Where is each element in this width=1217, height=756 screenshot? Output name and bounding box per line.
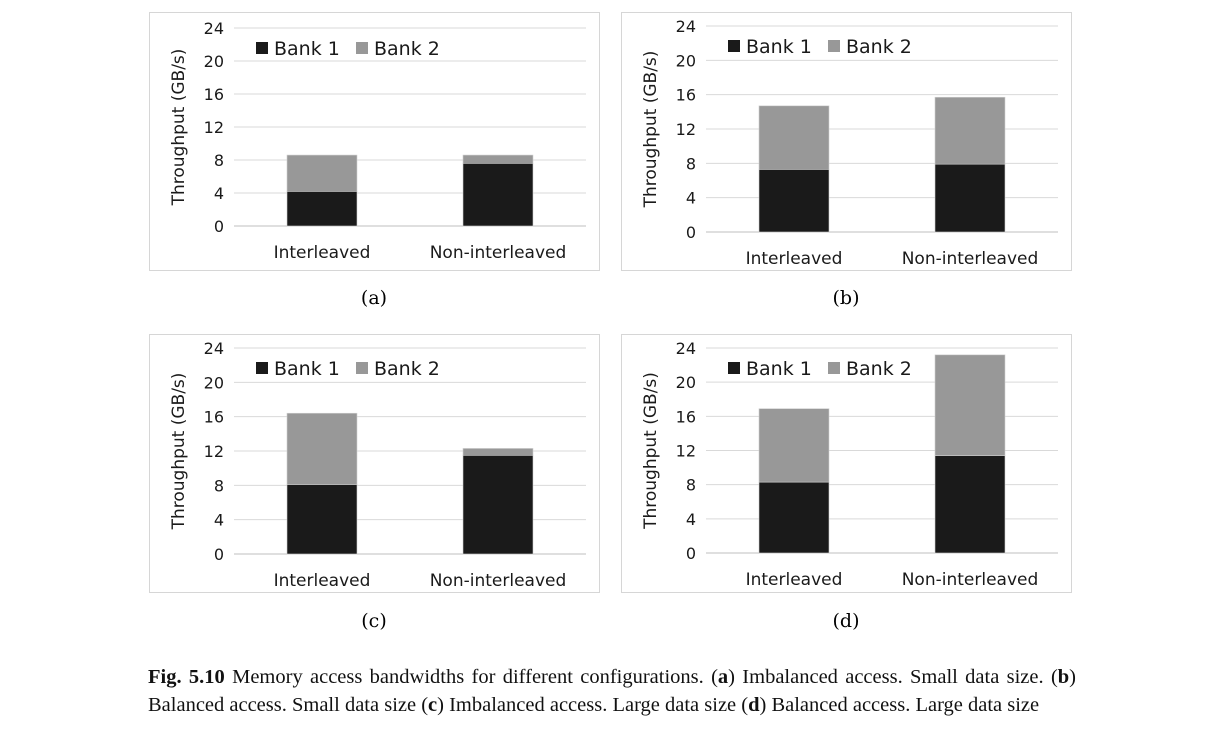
caption-ref-d: d	[748, 694, 760, 716]
legend-swatch-bank1	[256, 42, 268, 54]
y-tick-label: 4	[686, 189, 696, 208]
bar-bank1-interleaved	[286, 191, 358, 227]
y-tick-label: 8	[214, 151, 224, 170]
legend-label-bank1: Bank 1	[274, 358, 340, 380]
y-tick-label: 16	[204, 408, 224, 427]
bar-bank2-interleaved	[286, 412, 358, 485]
bar-bank2-interleaved	[758, 105, 830, 170]
y-tick-label: 0	[686, 223, 696, 242]
legend-label-bank1: Bank 1	[274, 38, 340, 60]
bar-bank1-non-interleaved	[934, 163, 1006, 233]
y-tick-label: 8	[686, 476, 696, 495]
legend-swatch-bank2	[828, 40, 840, 52]
y-tick-label: 12	[676, 120, 696, 139]
bar-bank1-non-interleaved	[462, 454, 534, 555]
caption-ref-b: b	[1057, 666, 1070, 688]
y-tick-label: 12	[676, 442, 696, 461]
legend-swatch-bank1	[728, 362, 740, 374]
bar-bank1-non-interleaved	[462, 163, 534, 227]
chart-panel-c: 0 4 8 12 16 20 24 Interleaved Non-interleaved Thr…	[149, 334, 600, 593]
caption-label: Fig. 5.10	[148, 666, 225, 688]
y-axis-title: Throughput (GB/s)	[169, 373, 189, 531]
panel-label-c: (c)	[361, 610, 387, 632]
y-tick-label: 12	[204, 118, 224, 137]
y-tick-label: 12	[204, 442, 224, 461]
y-tick-label: 16	[676, 407, 696, 426]
caption-text-1: Memory access bandwidths for different c…	[224, 666, 718, 688]
caption-text-5: ) Balanced access. Large data size	[759, 694, 1040, 716]
legend-swatch-bank1	[256, 362, 268, 374]
caption-ref-c: c	[428, 694, 438, 716]
y-tick-label: 20	[676, 51, 696, 70]
y-tick-label: 4	[214, 511, 224, 530]
bar-bank1-interleaved	[286, 484, 358, 555]
caption-text-2: ) Imbalanced access. Small data size. (	[728, 666, 1058, 688]
y-tick-label: 16	[204, 85, 224, 104]
legend-label-bank2: Bank 2	[846, 36, 912, 58]
y-tick-label: 4	[214, 184, 224, 203]
bar-bank1-interleaved	[758, 169, 830, 233]
chart-panel-d: 0 4 8 12 16 20 24 Interleaved Non-interleaved Thr…	[621, 334, 1072, 593]
y-tick-label: 20	[676, 373, 696, 392]
legend-label-bank2: Bank 2	[374, 38, 440, 60]
chart-a-svg: 0 4 8 12 16 20 24 Interleaved Non-interleaved Thr…	[169, 19, 586, 263]
y-tick-label: 8	[214, 476, 224, 495]
legend-label-bank1: Bank 1	[746, 358, 812, 380]
x-category-label: Non-interleaved	[902, 249, 1039, 269]
chart-panel-b: 0 4 8 12 16 20 24 Interleaved Non-interleaved Thr…	[621, 12, 1072, 271]
x-category-label: Interleaved	[746, 570, 843, 590]
y-tick-label: 24	[204, 339, 224, 358]
bar-bank2-non-interleaved	[462, 448, 534, 456]
bar-bank2-non-interleaved	[934, 96, 1006, 165]
x-category-label: Interleaved	[746, 249, 843, 269]
y-tick-label: 20	[204, 373, 224, 392]
figure-caption: Fig. 5.10 Memory access bandwidths for d…	[148, 663, 1076, 719]
chart-c-svg: 0 4 8 12 16 20 24 Interleaved Non-interleaved Thr…	[169, 339, 586, 591]
y-tick-label: 0	[214, 545, 224, 564]
x-category-label: Interleaved	[274, 243, 371, 263]
y-tick-label: 8	[686, 154, 696, 173]
y-tick-label: 24	[204, 19, 224, 38]
caption-text-4: ) Imbalanced access. Large data size (	[437, 694, 749, 716]
chart-d-svg: 0 4 8 12 16 20 24 Interleaved Non-interleaved Thr…	[641, 339, 1058, 590]
caption-ref-a: a	[717, 666, 729, 688]
bar-bank2-interleaved	[286, 154, 358, 192]
bar-bank2-interleaved	[758, 408, 830, 483]
panel-label-b: (b)	[832, 287, 860, 309]
y-axis-title: Throughput (GB/s)	[641, 51, 661, 209]
x-category-label: Non-interleaved	[902, 570, 1039, 590]
legend-swatch-bank2	[356, 362, 368, 374]
chart-panel-a: 0 4 8 12 16 20 24 Interleaved Non-interleaved Thr…	[149, 12, 600, 271]
y-axis-title: Throughput (GB/s)	[169, 49, 189, 207]
bar-bank2-non-interleaved	[934, 354, 1006, 456]
y-tick-label: 4	[686, 510, 696, 529]
y-tick-label: 20	[204, 52, 224, 71]
legend-label-bank2: Bank 2	[374, 358, 440, 380]
x-category-label: Interleaved	[274, 571, 371, 591]
y-tick-label: 24	[676, 339, 696, 358]
legend-label-bank2: Bank 2	[846, 358, 912, 380]
bar-bank1-interleaved	[758, 481, 830, 554]
x-category-label: Non-interleaved	[430, 243, 567, 263]
y-tick-label: 16	[676, 86, 696, 105]
y-tick-label: 0	[214, 217, 224, 236]
panel-label-a: (a)	[360, 287, 388, 309]
y-tick-label: 24	[676, 17, 696, 36]
caption-text-3: ) Balanced access. Small data size (	[148, 666, 1076, 716]
legend-swatch-bank2	[828, 362, 840, 374]
bar-bank1-non-interleaved	[934, 455, 1006, 554]
y-tick-label: 0	[686, 544, 696, 563]
legend-swatch-bank2	[356, 42, 368, 54]
x-category-label: Non-interleaved	[430, 571, 567, 591]
y-axis-title: Throughput (GB/s)	[641, 372, 661, 530]
legend-label-bank1: Bank 1	[746, 36, 812, 58]
legend-swatch-bank1	[728, 40, 740, 52]
bar-bank2-non-interleaved	[462, 154, 534, 164]
panel-label-d: (d)	[832, 610, 860, 632]
chart-b-svg: 0 4 8 12 16 20 24 Interleaved Non-interleaved Thr…	[641, 17, 1058, 269]
